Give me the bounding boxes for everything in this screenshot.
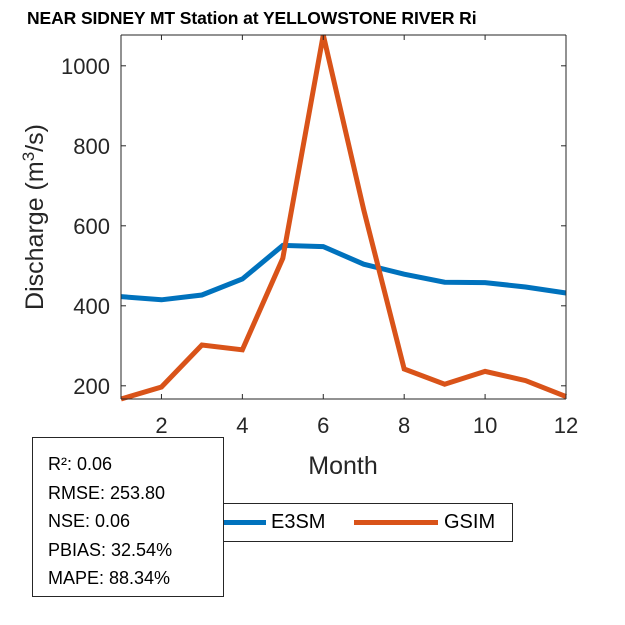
stats-box: R²: 0.06 RMSE: 253.80 NSE: 0.06 PBIAS: 3… <box>32 437 224 597</box>
legend-swatch-gsim <box>354 520 438 525</box>
stat-rmse: RMSE: 253.80 <box>48 482 166 503</box>
series-line-e3sm <box>120 242 567 303</box>
y-tick-label: 800 <box>73 134 110 159</box>
series-layer <box>120 34 567 402</box>
y-tick-label: 200 <box>73 374 110 399</box>
x-tick-label: 12 <box>554 413 578 438</box>
y-axis-label: Discharge (m3/s) <box>19 124 49 310</box>
y-tick-label: 1000 <box>61 54 110 79</box>
legend-label-e3sm: E3SM <box>271 511 326 533</box>
x-tick-label: 10 <box>473 413 497 438</box>
x-tick-label: 8 <box>398 413 410 438</box>
legend-label-gsim: GSIM <box>444 511 496 533</box>
chart-title: NEAR SIDNEY MT Station at YELLOWSTONE RI… <box>27 8 477 28</box>
legend-swatch-e3sm <box>191 520 266 525</box>
y-axis-label-superscript: 3 <box>19 152 38 161</box>
y-axis-label-main: Discharge (m <box>21 161 49 310</box>
y-axis-label-unit: /s) <box>21 124 49 152</box>
x-tick-label: 6 <box>317 413 329 438</box>
x-tick-label: 4 <box>236 413 248 438</box>
plot-area <box>121 35 566 399</box>
x-tick-label: 2 <box>155 413 167 438</box>
series-line-gsim <box>120 34 567 402</box>
axes-layer: 2 4 6 8 10 12 200 400 600 800 1000 <box>61 34 578 438</box>
stat-pbias: PBIAS: 32.54% <box>48 539 173 560</box>
stat-nse: NSE: 0.06 <box>48 511 131 531</box>
stat-r2: R²: 0.06 <box>48 454 113 474</box>
stat-mape: MAPE: 88.34% <box>48 568 171 588</box>
y-tick-label: 400 <box>73 294 110 319</box>
y-tick-label: 600 <box>73 214 110 239</box>
plot-background <box>121 35 566 399</box>
x-axis-label: Month <box>308 452 377 480</box>
